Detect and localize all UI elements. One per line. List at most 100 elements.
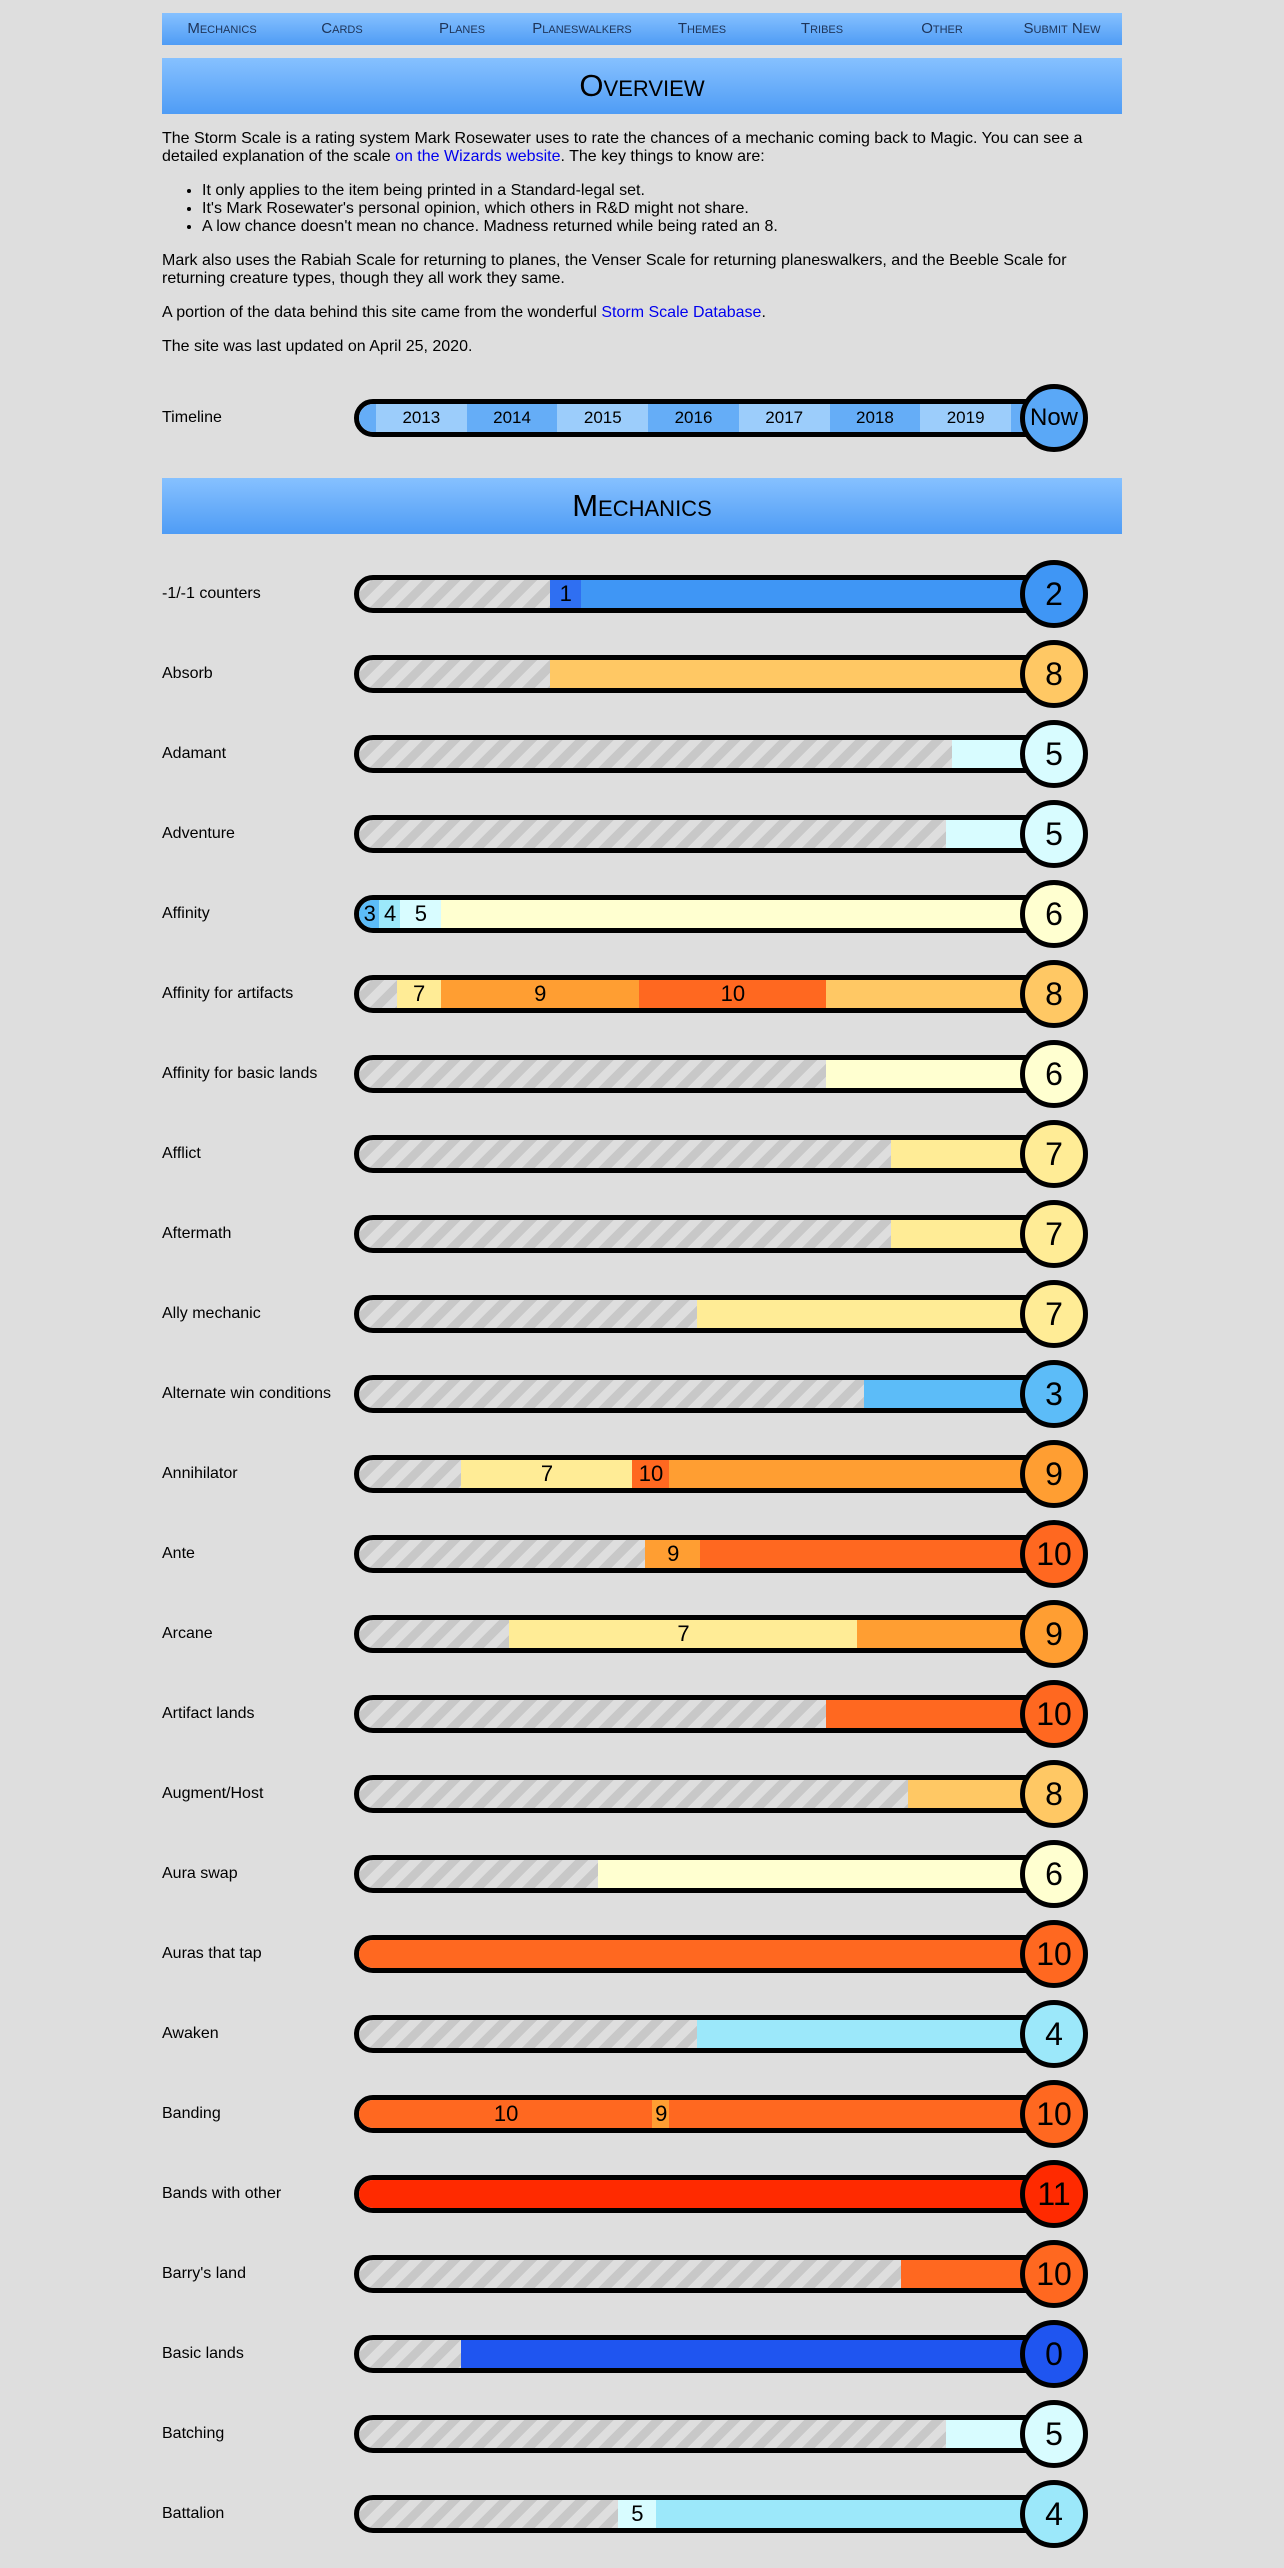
current-rating-circle: 2 (1020, 560, 1088, 628)
mechanic-row[interactable]: -1/-1 counters 1 2 (162, 559, 1122, 629)
rating-history-bar (354, 2255, 1046, 2293)
intro-paragraph-2: Mark also uses the Rabiah Scale for retu… (162, 252, 1067, 287)
mechanic-row[interactable]: Adventure 5 (162, 799, 1122, 869)
rating-history-bar: 1 (354, 575, 1046, 613)
intro-paragraph-1: The Storm Scale is a rating system Mark … (162, 130, 1122, 166)
rating-history-bar (354, 2015, 1046, 2053)
rating-history-bar: 7 10 (354, 1455, 1046, 1493)
overview-heading: Overview (162, 58, 1122, 114)
timeline-year-2017: 2017 (738, 404, 830, 432)
mechanic-name: Barry's land (162, 2265, 246, 2282)
rating-history-bar (354, 2335, 1046, 2373)
mechanic-row[interactable]: Aftermath 7 (162, 1199, 1122, 1269)
wizards-website-link[interactable]: on the Wizards website (395, 148, 561, 165)
intro-paragraph-3: A portion of the data behind this site c… (162, 304, 1122, 322)
nav-planes[interactable]: Planes (438, 20, 486, 37)
current-rating-circle: 4 (1020, 2480, 1088, 2548)
current-rating-circle: 9 (1020, 1600, 1088, 1668)
mechanic-row[interactable]: Banding 10 9 10 (162, 2079, 1122, 2149)
mechanic-name: Auras that tap (162, 1945, 262, 1962)
mechanic-row[interactable]: Affinity for artifacts 7 9 10 8 (162, 959, 1122, 1029)
timeline-year-2018: 2018 (829, 404, 921, 432)
rating-history-bar (354, 1775, 1046, 1813)
nav-cards[interactable]: Cards (321, 20, 363, 37)
mechanic-name: Arcane (162, 1625, 213, 1642)
mechanic-row[interactable]: Auras that tap 10 (162, 1919, 1122, 1989)
rating-segment (549, 660, 1041, 688)
mechanic-row[interactable]: Barry's land 10 (162, 2239, 1122, 2309)
mechanic-row[interactable]: Basic lands 0 (162, 2319, 1122, 2389)
intro-text: The Storm Scale is a rating system Mark … (162, 130, 1122, 372)
mechanic-name: Absorb (162, 665, 213, 682)
timeline-now-circle: Now (1020, 384, 1088, 452)
current-rating-circle: 8 (1020, 1760, 1088, 1828)
timeline-year-2019: 2019 (920, 404, 1011, 432)
nav-mechanics[interactable]: Mechanics (187, 20, 257, 37)
mechanic-row[interactable]: Alternate win conditions 3 (162, 1359, 1122, 1429)
current-rating-circle: 6 (1020, 1040, 1088, 1108)
mechanic-name: Adventure (162, 825, 235, 842)
mechanic-row[interactable]: Adamant 5 (162, 719, 1122, 789)
timeline-start-segment (359, 404, 376, 432)
mechanic-name: Adamant (162, 745, 227, 762)
mechanic-row[interactable]: Absorb 8 (162, 639, 1122, 709)
last-updated: The site was last updated on April 25, 2… (162, 338, 473, 355)
mechanic-row[interactable]: Augment/Host 8 (162, 1759, 1122, 1829)
rating-segment: 5 (399, 900, 442, 928)
mechanic-row[interactable]: Ante 9 10 (162, 1519, 1122, 1589)
rating-history-bar (354, 1695, 1046, 1733)
rating-history-bar (354, 735, 1046, 773)
mechanic-name: Aura swap (162, 1865, 238, 1882)
rating-history-bar: 7 (354, 1615, 1046, 1653)
rating-segment (890, 1220, 1041, 1248)
nav-other[interactable]: Other (921, 20, 963, 37)
mechanic-row[interactable]: Ally mechanic 7 (162, 1279, 1122, 1349)
rating-history-bar: 10 9 (354, 2095, 1046, 2133)
mechanic-row[interactable]: Annihilator 7 10 9 (162, 1439, 1122, 1509)
rating-history-bar (354, 1855, 1046, 1893)
rating-segment (461, 2340, 1041, 2368)
mechanic-row[interactable]: Batching 5 (162, 2399, 1122, 2469)
intro-text-1a: The Storm Scale is a rating system Mark … (162, 130, 1083, 165)
rating-history-bar (354, 1215, 1046, 1253)
current-rating-circle: 11 (1020, 2160, 1088, 2228)
current-rating-circle: 6 (1020, 880, 1088, 948)
mechanic-row[interactable]: Affinity 3 4 5 6 (162, 879, 1122, 949)
current-rating-circle: 8 (1020, 960, 1088, 1028)
timeline-row: Timeline 2013 2014 2015 2016 2017 2018 2019 No… (162, 383, 1122, 453)
nav-submit-new[interactable]: Submit New (1023, 20, 1101, 37)
storm-scale-database-link[interactable]: Storm Scale Database (601, 304, 762, 321)
current-rating-circle: 5 (1020, 800, 1088, 868)
intro-text-3a: A portion of the data behind this site c… (162, 304, 602, 321)
mechanic-row[interactable]: Artifact lands 10 (162, 1679, 1122, 1749)
mechanic-name: Artifact lands (162, 1705, 255, 1722)
nav-themes[interactable]: Themes (677, 20, 727, 37)
rating-segment (901, 2260, 1041, 2288)
current-rating-circle: 7 (1020, 1280, 1088, 1348)
rating-segment: 3 (359, 900, 381, 928)
mechanic-row[interactable]: Arcane 7 9 (162, 1599, 1122, 1669)
timeline-year-2016: 2016 (648, 404, 739, 432)
mechanic-name: Affinity for basic lands (162, 1065, 318, 1082)
mechanic-name: Augment/Host (162, 1785, 264, 1802)
mechanic-row[interactable]: Awaken 4 (162, 1999, 1122, 2069)
mechanic-name: Batching (162, 2425, 225, 2442)
rating-segment (696, 1300, 1041, 1328)
mechanic-name: Affinity (162, 905, 210, 922)
nav-tribes[interactable]: Tribes (800, 20, 844, 37)
current-rating-circle: 4 (1020, 2000, 1088, 2068)
mechanic-row[interactable]: Bands with other 11 (162, 2159, 1122, 2229)
rating-segment: 9 (645, 1540, 701, 1568)
rating-segment (856, 1620, 1041, 1648)
mechanic-row[interactable]: Battalion 5 4 (162, 2479, 1122, 2549)
rating-segment: 7 (509, 1620, 858, 1648)
mechanic-row[interactable]: Aura swap 6 (162, 1839, 1122, 1909)
current-rating-circle: 10 (1020, 1920, 1088, 1988)
mechanic-row[interactable]: Afflict 7 (162, 1119, 1122, 1189)
rating-history-bar (354, 2415, 1046, 2453)
nav-planeswalkers[interactable]: Planeswalkers (532, 20, 632, 37)
current-rating-circle: 7 (1020, 1120, 1088, 1188)
mechanic-name: Affinity for artifacts (162, 985, 294, 1002)
mechanic-row[interactable]: Affinity for basic lands 6 (162, 1039, 1122, 1109)
current-rating-circle: 10 (1020, 2080, 1088, 2148)
